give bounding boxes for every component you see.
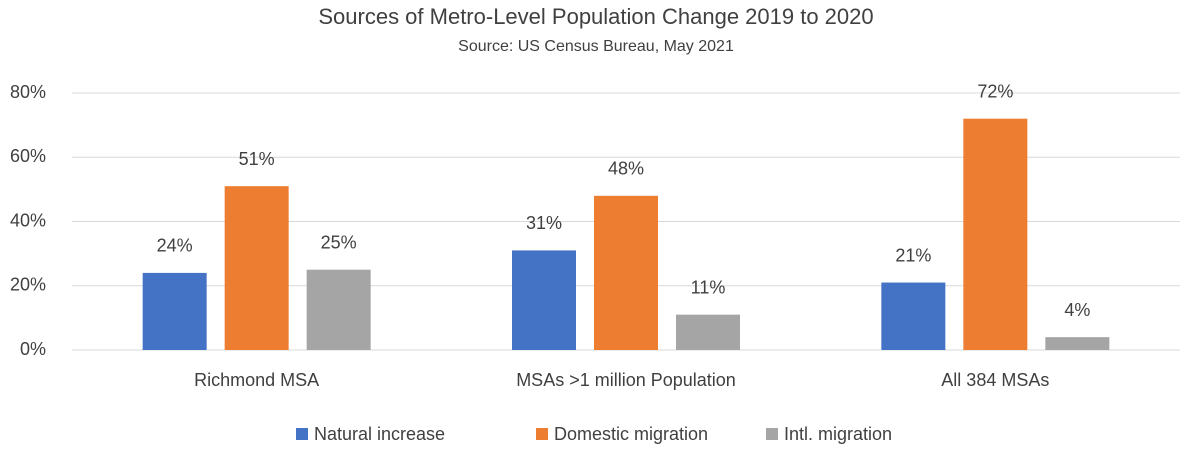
legend-label: Intl. migration xyxy=(784,424,892,444)
bar xyxy=(676,314,740,350)
chart-title: Sources of Metro-Level Population Change… xyxy=(318,4,873,29)
legend-swatch xyxy=(296,428,308,440)
value-label: 4% xyxy=(1064,300,1090,320)
value-label: 51% xyxy=(239,149,275,169)
x-tick-label: Richmond MSA xyxy=(194,370,319,390)
value-label: 21% xyxy=(895,245,931,265)
value-label: 24% xyxy=(157,236,193,256)
x-tick-label: MSAs >1 million Population xyxy=(516,370,736,390)
y-tick-label: 80% xyxy=(10,82,46,102)
chart-subtitle: Source: US Census Bureau, May 2021 xyxy=(458,38,734,55)
bar xyxy=(142,272,207,350)
value-label: 11% xyxy=(691,277,726,297)
value-label: 72% xyxy=(977,81,1013,101)
legend-swatch xyxy=(766,428,778,440)
value-label: 31% xyxy=(526,213,562,233)
bar xyxy=(224,186,289,350)
bar xyxy=(1045,337,1110,350)
y-tick-label: 20% xyxy=(10,275,46,295)
bar xyxy=(512,250,576,350)
y-tick-label: 60% xyxy=(10,146,46,166)
value-label: 25% xyxy=(321,232,357,252)
bar xyxy=(963,118,1028,350)
bar xyxy=(306,269,371,350)
legend-label: Natural increase xyxy=(314,424,445,444)
legend-label: Domestic migration xyxy=(554,424,708,444)
bar xyxy=(594,195,658,350)
bar xyxy=(881,282,946,350)
y-tick-label: 40% xyxy=(10,210,46,230)
x-tick-label: All 384 MSAs xyxy=(941,370,1049,390)
y-tick-label: 0% xyxy=(20,339,46,359)
legend-swatch xyxy=(536,428,548,440)
value-label: 48% xyxy=(608,159,644,179)
